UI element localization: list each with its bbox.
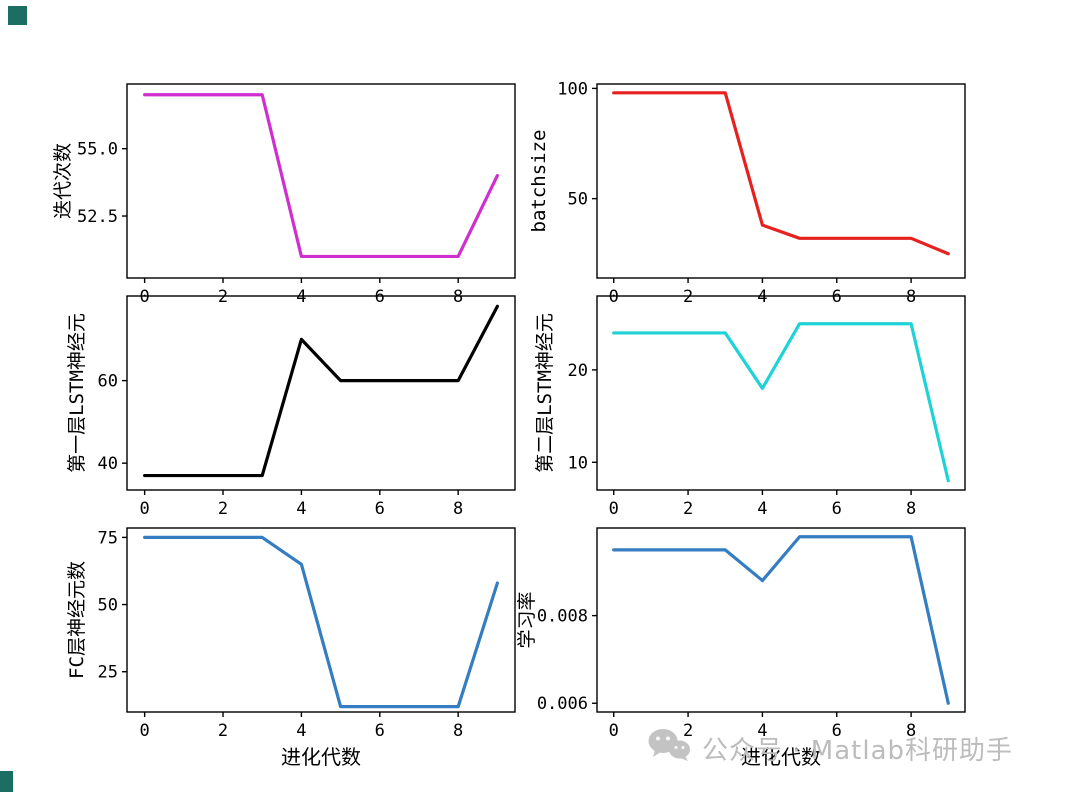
x-tick-label: 6 xyxy=(832,287,842,307)
x-tick-label: 6 xyxy=(832,499,842,519)
corner-decoration-top-left xyxy=(8,6,27,25)
x-tick-label: 4 xyxy=(757,499,767,519)
y-axis-label: 学习率 xyxy=(516,591,538,648)
x-tick-label: 0 xyxy=(609,499,619,519)
corner-decoration-bottom-left xyxy=(0,771,13,792)
series-line xyxy=(612,91,950,256)
axes-frame xyxy=(596,83,966,279)
x-tick-label: 2 xyxy=(218,721,228,741)
subplot-3: 0 2 4 6 8 60 40 第一层LSTM神经元 xyxy=(66,295,516,519)
watermark-text: 公众号 · Matlab科研助手 xyxy=(702,736,1014,766)
x-tick-label: 6 xyxy=(375,499,385,519)
subplot-4: 0 2 4 6 8 20 10 第二层LSTM神经元 xyxy=(534,295,966,519)
y-axis-label: batchsize xyxy=(528,130,550,233)
y-tick-label: 55.0 xyxy=(77,140,118,160)
y-tick-label: 0.006 xyxy=(537,694,588,714)
y-tick-label: 10 xyxy=(568,453,588,473)
x-tick-label: 8 xyxy=(906,287,916,307)
y-axis-label: 第二层LSTM神经元 xyxy=(534,313,556,473)
series-line xyxy=(612,535,950,705)
axes-frame xyxy=(126,527,516,713)
x-axis-label: 进化代数 xyxy=(741,745,821,769)
axes-frame xyxy=(596,527,966,713)
y-tick-label: 40 xyxy=(98,454,118,474)
x-tick-label: 4 xyxy=(757,721,767,741)
y-axis-label: 迭代次数 xyxy=(52,143,74,219)
y-tick-label: 25 xyxy=(98,663,118,683)
x-tick-label: 2 xyxy=(683,721,693,741)
y-axis-label: FC层神经元数 xyxy=(66,561,88,679)
y-tick-label: 0.008 xyxy=(537,607,588,627)
x-tick-label: 2 xyxy=(683,287,693,307)
x-tick-label: 2 xyxy=(683,499,693,519)
series-line xyxy=(612,322,950,483)
x-tick-label: 2 xyxy=(218,287,228,307)
x-tick-label: 6 xyxy=(375,287,385,307)
y-tick-label: 75 xyxy=(98,528,118,548)
subplot-2: 0 2 4 6 8 100 50 batchsize xyxy=(528,79,966,307)
wechat-icon xyxy=(646,727,692,770)
y-tick-label: 50 xyxy=(98,596,118,616)
x-tick-label: 6 xyxy=(375,721,385,741)
series-line xyxy=(143,535,499,709)
x-tick-label: 2 xyxy=(218,499,228,519)
x-tick-label: 8 xyxy=(453,499,463,519)
y-tick-label: 60 xyxy=(98,372,118,392)
x-tick-label: 4 xyxy=(296,287,306,307)
series-line xyxy=(143,93,499,259)
y-axis-label: 第一层LSTM神经元 xyxy=(66,313,88,473)
x-tick-label: 4 xyxy=(296,721,306,741)
y-tick-label: 20 xyxy=(568,361,588,381)
y-tick-label: 52.5 xyxy=(77,207,118,227)
y-tick-label: 100 xyxy=(557,79,588,99)
x-tick-label: 8 xyxy=(453,721,463,741)
axes-frame xyxy=(126,295,516,491)
y-tick-label: 50 xyxy=(568,190,588,210)
x-tick-label: 8 xyxy=(906,499,916,519)
series-line xyxy=(143,304,499,478)
axes-frame xyxy=(596,295,966,491)
x-tick-label: 0 xyxy=(609,287,619,307)
x-tick-label: 4 xyxy=(757,287,767,307)
x-tick-label: 6 xyxy=(832,721,842,741)
x-tick-label: 0 xyxy=(609,721,619,741)
x-tick-label: 4 xyxy=(296,499,306,519)
x-tick-label: 0 xyxy=(140,287,150,307)
x-tick-label: 8 xyxy=(453,287,463,307)
x-tick-label: 8 xyxy=(906,721,916,741)
x-tick-label: 0 xyxy=(140,721,150,741)
x-tick-label: 0 xyxy=(140,499,150,519)
watermark: 公众号 · Matlab科研助手 xyxy=(646,727,1013,770)
axes-frame xyxy=(126,83,516,279)
x-axis-label: 进化代数 xyxy=(281,745,361,769)
